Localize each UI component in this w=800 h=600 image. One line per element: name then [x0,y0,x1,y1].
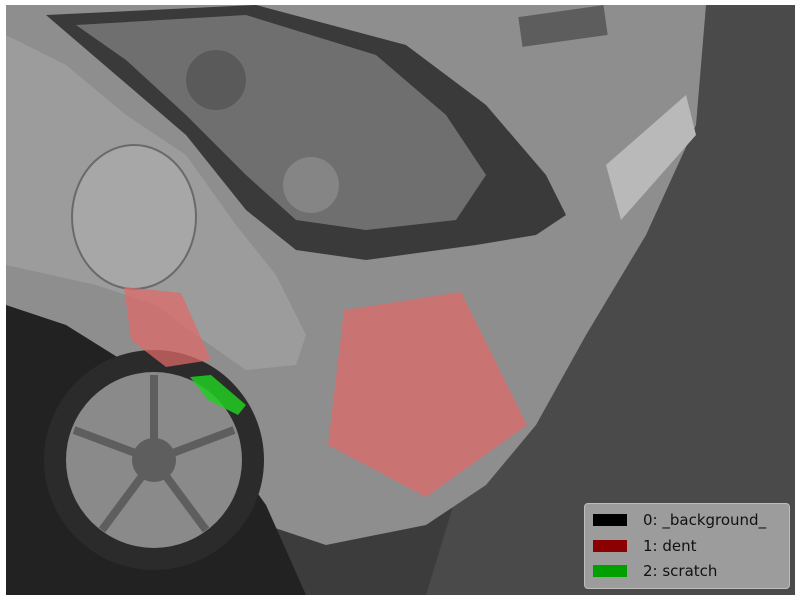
dent-mask-fender [124,287,211,367]
legend-item-dent: 1: dent [593,534,697,558]
legend: 0: _background_ 1: dent 2: scratch [584,503,790,589]
headlight-bulb [186,50,246,110]
legend-label-scratch: 2: scratch [643,562,718,580]
legend-label-background: 0: _background_ [643,511,767,529]
legend-swatch-background [593,514,627,526]
scratch-mask [190,375,246,415]
pavement [426,5,795,595]
headlight-lens [76,15,486,230]
car-photo [6,5,795,595]
car-photo-drawing [6,5,795,595]
legend-swatch-scratch [593,565,627,577]
number-plate [606,95,696,220]
dent-mask-bumper [328,292,527,497]
legend-item-scratch: 2: scratch [593,559,717,583]
legend-label-dent: 1: dent [643,537,697,555]
indicator-lamp [283,157,339,213]
wheel-spokes [72,375,236,533]
fuel-cap [71,144,197,290]
car-badge [518,5,608,47]
legend-swatch-dent [593,540,627,552]
legend-item-background: 0: _background_ [593,508,766,532]
